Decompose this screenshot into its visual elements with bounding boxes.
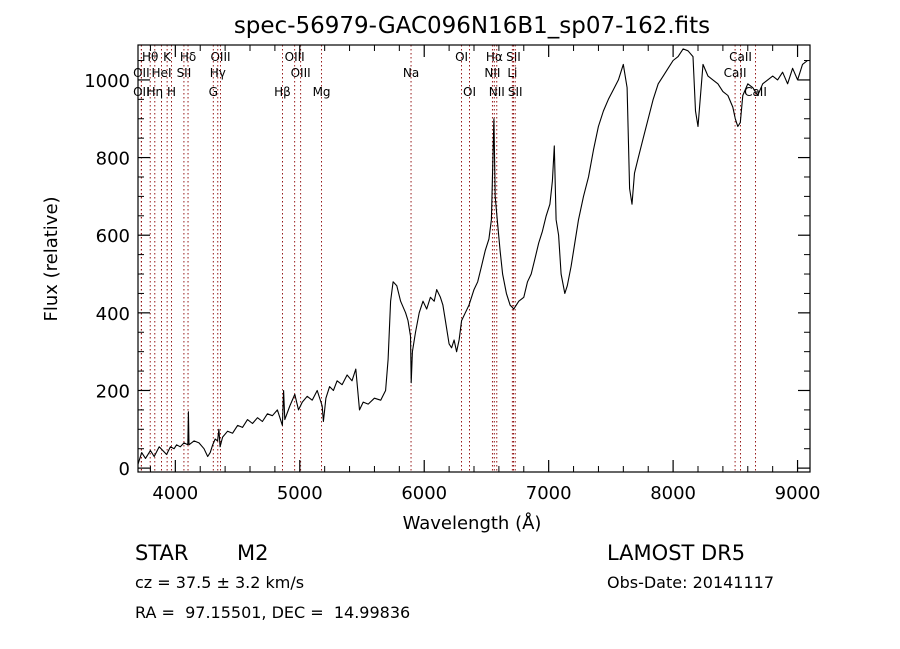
y-axis-label: Flux (relative): [41, 196, 62, 321]
line-marker-label: CaII: [724, 66, 747, 80]
object-subclass: M2: [237, 541, 269, 565]
y-tick-label: 400: [96, 304, 130, 325]
line-marker-label: Hβ: [274, 85, 291, 99]
spectrum-line: [137, 48, 808, 465]
x-tick-label: 7000: [526, 483, 572, 504]
line-marker-label: OI: [455, 50, 468, 64]
y-tick-label: 0: [119, 459, 130, 480]
x-tick-label: 6000: [401, 483, 447, 504]
x-tick-label: 8000: [650, 483, 696, 504]
line-marker-label: Na: [403, 66, 419, 80]
coordinates: RA = 97.15501, DEC = 14.99836: [135, 603, 411, 622]
line-marker-label: HeI: [152, 66, 172, 80]
object-class: STAR: [135, 541, 189, 565]
line-marker-label: H: [167, 85, 176, 99]
survey-label: LAMOST DR5: [607, 541, 746, 565]
x-axis-label: Wavelength (Å): [403, 512, 542, 534]
line-marker-label: OI: [463, 85, 476, 99]
line-marker-label: OIII: [291, 66, 311, 80]
line-marker-label: SII: [177, 66, 192, 80]
line-marker-label: Hα: [486, 50, 503, 64]
line-marker-label: Hδ: [180, 50, 196, 64]
line-marker-label: Mg: [313, 85, 331, 99]
y-tick-label: 200: [96, 381, 130, 402]
line-marker-label: Hθ: [142, 50, 158, 64]
line-marker-label: OIII: [210, 50, 230, 64]
y-tick-label: 1000: [84, 71, 130, 92]
x-tick-label: 5000: [277, 483, 323, 504]
cz-value: cz = 37.5 ± 3.2 km/s: [135, 573, 305, 592]
line-marker-label: NII: [489, 85, 505, 99]
y-tick-label: 800: [96, 149, 130, 170]
line-marker-label: SII: [506, 50, 521, 64]
line-marker-label: NII: [484, 66, 500, 80]
line-marker-label: Li: [507, 66, 517, 80]
x-tick-label: 4000: [152, 483, 198, 504]
chart-title: spec-56979-GAC096N16B1_sp07-162.fits: [234, 13, 710, 39]
y-tick-label: 600: [96, 226, 130, 247]
plot-frame: [137, 44, 811, 473]
line-marker-label: Hγ: [210, 66, 226, 80]
line-marker-label: OIII: [285, 50, 305, 64]
line-marker-label: OII: [133, 85, 150, 99]
axes: 4000 5000 6000 7000 8000 9000 0 200 400 600 800 100…: [84, 45, 820, 504]
line-marker-label: K: [163, 50, 172, 64]
obs-date: Obs-Date: 20141117: [607, 573, 775, 592]
x-tick-label: 9000: [775, 483, 821, 504]
line-marker-label: G: [209, 85, 218, 99]
line-marker-label: SII: [508, 85, 523, 99]
line-marker-label: CaII: [729, 50, 752, 64]
spectrum-plot: [137, 48, 808, 465]
line-marker-label: Hη: [146, 85, 163, 99]
